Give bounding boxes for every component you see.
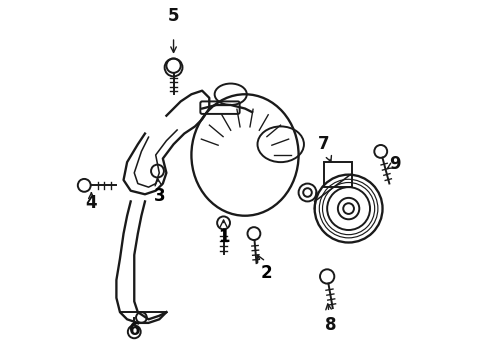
Text: 3: 3 — [153, 179, 165, 205]
Text: 6: 6 — [128, 321, 140, 339]
Text: 1: 1 — [218, 220, 229, 246]
Text: 2: 2 — [258, 255, 272, 282]
Text: 4: 4 — [86, 194, 97, 212]
Text: 9: 9 — [389, 155, 401, 173]
Text: 8: 8 — [325, 316, 337, 334]
Text: 5: 5 — [168, 7, 179, 25]
Text: 7: 7 — [318, 135, 329, 153]
